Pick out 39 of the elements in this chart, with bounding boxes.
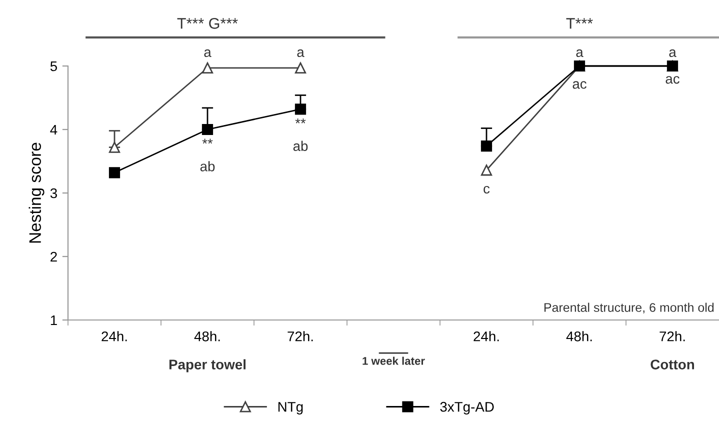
- point: [294, 104, 306, 115]
- y-axis-title: Nesting score: [28, 142, 44, 243]
- point: [202, 124, 214, 136]
- x-tick-label: 24h.: [102, 331, 127, 342]
- y-tick-label: 2: [50, 252, 57, 262]
- annotation: c: [484, 186, 490, 194]
- annotation: ab: [293, 140, 308, 152]
- annotation: ac: [572, 81, 586, 89]
- text: Cotton: [650, 360, 694, 370]
- y-tick-label: 3: [50, 188, 57, 198]
- annotation: **: [295, 118, 306, 124]
- y-tick-label: 5: [50, 61, 57, 72]
- y-tick-label: 1: [50, 315, 57, 326]
- x-tick-label: 48h.: [194, 331, 220, 342]
- point: [480, 164, 492, 176]
- text: Paper towel: [169, 359, 246, 372]
- text: a: [204, 49, 212, 58]
- x-tick-label: 72h.: [660, 331, 685, 342]
- text: a: [576, 49, 584, 58]
- text: T***: [566, 18, 593, 29]
- point: [480, 140, 492, 152]
- x-tick-label: 24h.: [474, 331, 499, 342]
- text: T*** G***: [177, 18, 238, 29]
- text: a: [297, 49, 304, 58]
- y-tick-label: 4: [50, 124, 58, 135]
- point: [108, 142, 120, 153]
- point: [294, 62, 306, 74]
- legend-label: NTg: [278, 402, 303, 414]
- text: 1 week later: [362, 356, 425, 365]
- legend-label: 3xTg-AD: [440, 402, 494, 414]
- x-tick-label: 48h.: [566, 331, 592, 342]
- annotation: ac: [666, 76, 680, 84]
- annotation: Parental structure, 6 month old: [544, 302, 714, 314]
- point: [202, 62, 214, 74]
- text: a: [669, 49, 676, 58]
- annotation: ab: [200, 161, 215, 172]
- x-tick-label: 72h.: [288, 331, 313, 342]
- annotation: **: [202, 138, 213, 144]
- point: [108, 167, 120, 178]
